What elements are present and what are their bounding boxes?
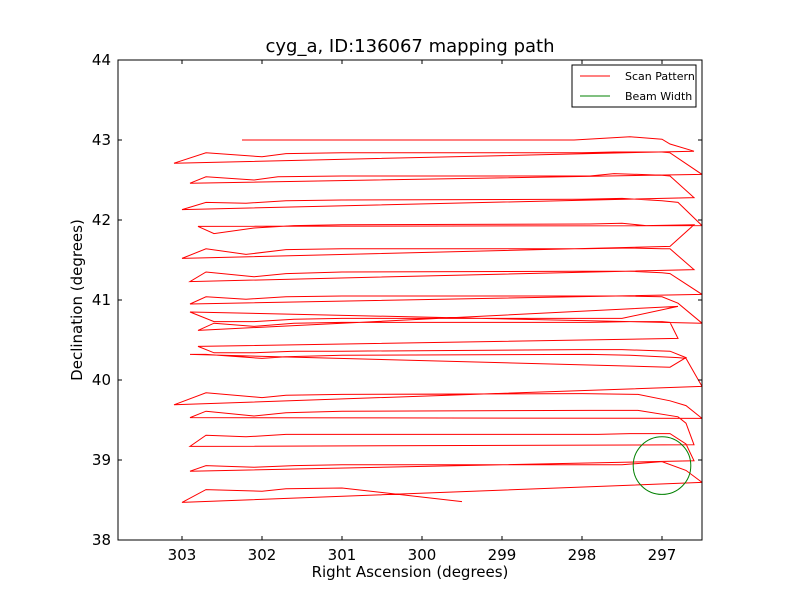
y-tick-label: 39 xyxy=(92,451,111,469)
chart-marks xyxy=(173,136,702,503)
x-tick-label: 303 xyxy=(168,546,197,564)
y-tick-label: 43 xyxy=(92,131,111,149)
beam-width-circle xyxy=(632,436,692,495)
x-tick-label: 299 xyxy=(488,546,517,564)
legend: Scan Pattern Beam Width xyxy=(571,64,697,108)
y-tick-label: 40 xyxy=(92,371,111,389)
x-tick-label: 298 xyxy=(568,546,597,564)
legend-entry-label: Scan Pattern xyxy=(625,70,695,83)
y-tick-label: 42 xyxy=(92,211,111,229)
y-tick-label: 41 xyxy=(92,291,111,309)
y-tick-label: 38 xyxy=(92,531,111,549)
axis-ticks: 303 302 301 300 299 298 297 38 39 40 41 42 43 44 xyxy=(92,51,702,564)
legend-box xyxy=(571,64,697,108)
y-axis-label: Declination (degrees) xyxy=(68,219,86,381)
legend-entry-label: Beam Width xyxy=(625,90,692,103)
x-axis-label: Right Ascension (degrees) xyxy=(312,563,509,581)
chart-title: cyg_a, ID:136067 mapping path xyxy=(265,36,554,57)
y-tick-label: 44 xyxy=(92,51,111,69)
x-tick-label: 297 xyxy=(648,546,677,564)
x-tick-label: 302 xyxy=(248,546,277,564)
scan-pattern-line xyxy=(173,136,702,503)
x-tick-label: 300 xyxy=(408,546,437,564)
x-tick-label: 301 xyxy=(328,546,357,564)
